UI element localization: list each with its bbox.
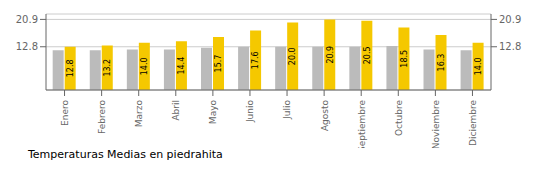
svg-text:15.7: 15.7 <box>214 55 223 73</box>
svg-text:14.0: 14.0 <box>140 57 149 75</box>
svg-text:13.2: 13.2 <box>103 59 112 77</box>
svg-text:16.3: 16.3 <box>437 54 446 72</box>
svg-text:12.8: 12.8 <box>66 59 75 77</box>
svg-text:Enero: Enero <box>60 100 70 126</box>
svg-text:20.9: 20.9 <box>499 14 521 25</box>
svg-text:Mayo: Mayo <box>208 100 218 125</box>
svg-text:Octubre: Octubre <box>394 100 404 136</box>
svg-text:Septiembre: Septiembre <box>357 100 367 148</box>
svg-text:Diciembre: Diciembre <box>468 100 478 146</box>
svg-text:Junio: Junio <box>245 100 255 124</box>
svg-text:Noviembre: Noviembre <box>431 100 441 148</box>
svg-text:14.4: 14.4 <box>177 57 186 75</box>
svg-text:20.9: 20.9 <box>326 46 335 64</box>
svg-text:18.5: 18.5 <box>400 50 409 68</box>
svg-text:Julio: Julio <box>282 100 292 120</box>
svg-text:Abril: Abril <box>171 100 181 121</box>
svg-text:12.8: 12.8 <box>499 41 521 52</box>
svg-text:17.6: 17.6 <box>251 51 260 69</box>
svg-text:Agosto: Agosto <box>320 100 330 132</box>
html-text:Temperaturas Medias en piedrah: Temperaturas Medias en piedrahita <box>28 148 223 161</box>
svg-text:12.8: 12.8 <box>16 41 38 52</box>
svg-text:20.9: 20.9 <box>16 14 38 25</box>
svg-text:14.0: 14.0 <box>474 57 483 75</box>
svg-text:20.5: 20.5 <box>363 46 372 64</box>
svg-text:Febrero: Febrero <box>97 100 107 134</box>
svg-text:Marzo: Marzo <box>134 100 144 128</box>
svg-text:20.0: 20.0 <box>289 47 298 65</box>
